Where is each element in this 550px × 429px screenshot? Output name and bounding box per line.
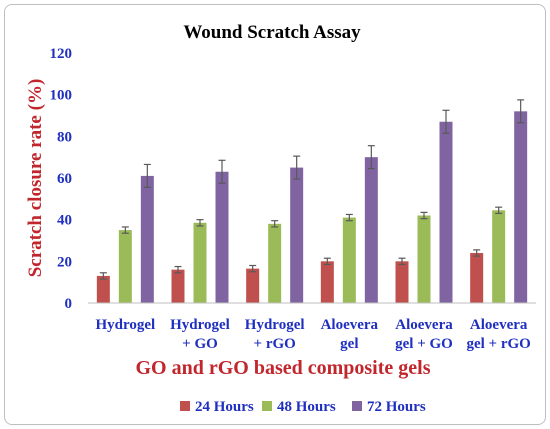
legend-swatch <box>262 401 272 411</box>
bars-group <box>96 99 528 303</box>
x-tick-label: Hydrogel + GO <box>170 317 230 352</box>
y-axis: 0 20 40 60 80 100 120 <box>50 46 73 312</box>
x-tick-label-line: gel <box>340 336 358 352</box>
x-tick-label-line: + rGO <box>254 336 296 352</box>
bar-24-hours <box>171 269 185 303</box>
chart-frame <box>4 4 546 425</box>
bar-24-hours <box>246 268 260 303</box>
x-tick-label: Aloevera gel <box>321 317 379 352</box>
bar-72-hours <box>140 175 154 303</box>
x-tick-label: Hydrogel + rGO <box>245 317 305 352</box>
bar-72-hours <box>514 111 528 303</box>
x-axis-label: GO and rGO based composite gels <box>135 357 430 379</box>
x-tick-label: Aloevera gel + rGO <box>466 317 530 352</box>
legend-swatch <box>352 401 362 411</box>
x-tick-label: Hydrogel <box>95 317 155 333</box>
x-axis: Hydrogel Hydrogel + GO Hydrogel + rGO Aloever… <box>88 302 536 352</box>
y-tick-label: 40 <box>57 213 72 229</box>
bar-24-hours <box>96 275 110 303</box>
bar-24-hours <box>470 253 484 303</box>
bar-48-hours <box>342 217 356 303</box>
x-tick-label-line: Aloevera <box>395 317 453 333</box>
x-tick-label-line: gel + rGO <box>466 336 530 352</box>
legend-label: 48 Hours <box>277 399 336 415</box>
legend-swatch <box>180 401 190 411</box>
bar-72-hours <box>215 171 229 303</box>
x-tick-label-line: Hydrogel <box>245 317 305 333</box>
bar-24-hours <box>320 261 334 303</box>
legend-label: 24 Hours <box>195 399 254 415</box>
bar-72-hours <box>364 157 378 303</box>
bar-48-hours <box>417 215 431 303</box>
x-tick-label-line: Aloevera <box>321 317 379 333</box>
bar-48-hours <box>268 223 282 303</box>
y-axis-label: Scratch closure rate (%) <box>25 79 46 278</box>
bar-72-hours <box>290 167 304 303</box>
bar-48-hours <box>492 210 506 303</box>
y-tick-label: 20 <box>57 254 72 270</box>
y-tick-label: 80 <box>57 129 72 145</box>
x-tick-label-line: gel + GO <box>395 336 453 352</box>
y-tick-label: 120 <box>50 46 73 62</box>
bar-24-hours <box>395 261 409 303</box>
y-tick-label: 60 <box>57 171 72 187</box>
bar-48-hours <box>118 230 132 303</box>
x-tick-label-line: + GO <box>182 336 218 352</box>
y-tick-label: 0 <box>65 296 73 312</box>
y-tick-label: 100 <box>50 88 73 104</box>
bar-48-hours <box>193 222 207 303</box>
bar-72-hours <box>439 121 453 303</box>
x-tick-label: Aloevera gel + GO <box>395 317 453 352</box>
legend-label: 72 Hours <box>367 399 426 415</box>
legend: 24 Hours 48 Hours 72 Hours <box>180 399 426 415</box>
x-tick-label-line: Hydrogel <box>95 317 155 333</box>
chart-title: Wound Scratch Assay <box>183 22 361 43</box>
x-tick-label-line: Aloevera <box>470 317 528 333</box>
x-tick-label-line: Hydrogel <box>170 317 230 333</box>
